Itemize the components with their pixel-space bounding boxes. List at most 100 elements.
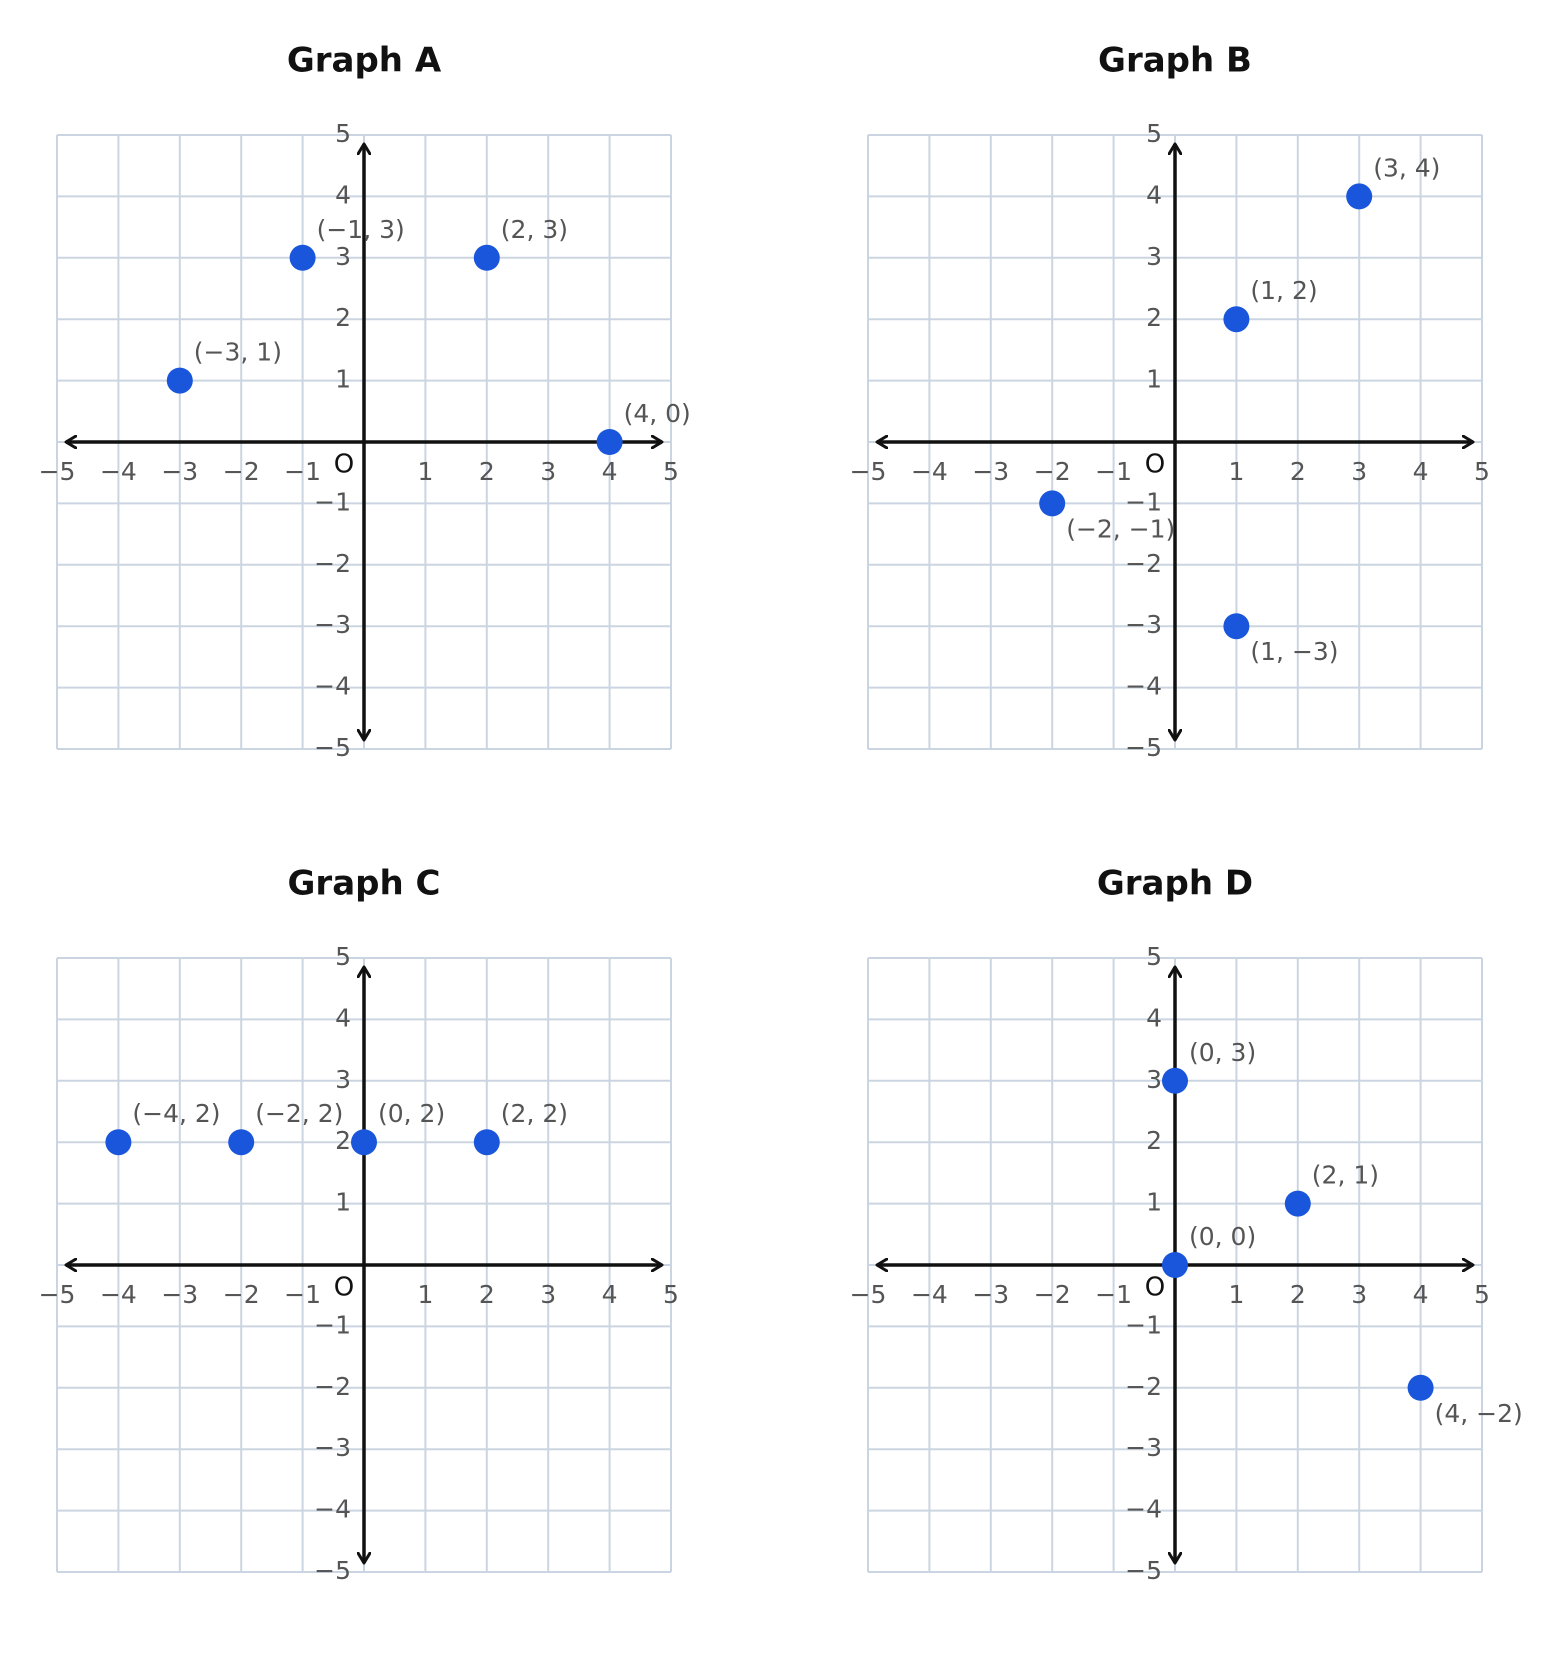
graph-c-title: Graph C	[288, 864, 441, 904]
graph-d-y-tick-label: −2	[1125, 1372, 1162, 1401]
graph-d-origin-label: O	[1145, 1273, 1165, 1303]
graph-d-y-tick-label: −1	[1125, 1310, 1162, 1339]
graph-d-x-tick-label: 4	[1413, 1280, 1429, 1309]
graph-c-x-tick-label: −2	[223, 1280, 260, 1309]
graph-c-data-point	[473, 1129, 500, 1156]
graph-a-x-tick-label: −4	[100, 457, 137, 486]
graph-a-point-label: (−3, 1)	[194, 338, 282, 367]
graph-b-x-tick-label: 2	[1290, 457, 1306, 486]
graph-a-y-tick-label: 3	[335, 242, 351, 271]
graph-c-point-label: (−2, 2)	[255, 1099, 343, 1128]
graph-b-data-point	[1223, 306, 1250, 333]
graph-b-x-tick-label: −1	[1095, 457, 1132, 486]
graph-b-x-tick-label: −2	[1034, 457, 1071, 486]
graph-b-x-tick-label: −4	[911, 457, 948, 486]
graph-a-title: Graph A	[287, 41, 442, 81]
graph-b-point-label: (3, 4)	[1373, 153, 1440, 182]
graph-a-point-label: (4, 0)	[624, 399, 691, 428]
graph-c-x-tick-label: −1	[284, 1280, 321, 1309]
graph-c-y-tick-label: −3	[314, 1433, 351, 1462]
graph-d-point-label: (0, 0)	[1189, 1222, 1256, 1251]
graph-a-y-tick-label: −3	[314, 610, 351, 639]
graph-b-y-tick-label: −2	[1125, 549, 1162, 578]
graph-c-x-tick-label: −5	[39, 1280, 76, 1309]
graph-c-point-label: (0, 2)	[378, 1099, 445, 1128]
graph-d-title: Graph D	[1097, 864, 1253, 904]
graph-c-x-tick-label: −4	[100, 1280, 137, 1309]
graph-c-y-tick-label: −2	[314, 1372, 351, 1401]
graph-d-y-tick-label: 3	[1146, 1065, 1162, 1094]
graph-d-data-point	[1162, 1252, 1188, 1278]
graph-d-data-point	[1162, 1067, 1188, 1094]
graph-c-x-tick-label: 3	[540, 1280, 556, 1309]
graph-c-x-tick-label: −3	[161, 1280, 198, 1309]
graph-b-x-tick-label: 3	[1351, 457, 1367, 486]
graph-a-y-tick-label: 1	[335, 365, 351, 394]
graph-d-y-tick-label: 2	[1146, 1126, 1162, 1155]
graph-a-data-point	[289, 244, 316, 271]
graph-d-point-label: (4, −2)	[1435, 1399, 1523, 1428]
graph-b-y-tick-label: −5	[1125, 733, 1162, 762]
graph-d-y-tick-label: 4	[1146, 1003, 1162, 1032]
graph-b-point-label: (−2, −1)	[1066, 514, 1175, 543]
graph-a-y-tick-label: 2	[335, 303, 351, 332]
graph-b-y-tick-label: 3	[1146, 242, 1162, 271]
graph-a-x-tick-label: 1	[417, 457, 433, 486]
graph-d-x-tick-label: 2	[1290, 1280, 1306, 1309]
graph-a-y-tick-label: −2	[314, 549, 351, 578]
graph-c-panel: Graph C −5 −4 −3 −2 −1 1 2 3 4 5 5 4 3 2 1 −1 −2 −3 −4 −5 O (−…	[39, 864, 679, 1586]
graph-d-x-tick-label: 5	[1474, 1280, 1490, 1309]
graph-a-y-tick-label: −5	[314, 733, 351, 762]
graph-b-x-tick-label: 1	[1228, 457, 1244, 486]
graph-d-y-tick-label: −3	[1125, 1433, 1162, 1462]
graph-b-x-tick-label: 5	[1474, 457, 1490, 486]
graph-b-origin-label: O	[1145, 450, 1165, 480]
graph-b-data-point	[1223, 613, 1250, 640]
graph-b-panel: Graph B −5 −4 −3 −2 −1 1 2 3 4 5 5 4 3 2 1 −1 −2 −3 −4 −5 O (3…	[850, 41, 1490, 763]
graph-c-x-tick-label: 2	[479, 1280, 495, 1309]
graph-b-point-label: (1, −3)	[1250, 637, 1338, 666]
graph-b-title: Graph B	[1098, 41, 1252, 81]
graph-a-y-tick-label: 5	[335, 119, 351, 148]
graph-b-x-tick-label: −3	[972, 457, 1009, 486]
graph-a-x-tick-label: 4	[602, 457, 618, 486]
graph-a-y-tick-label: −1	[314, 487, 351, 516]
graph-a-point-label: (2, 3)	[501, 215, 568, 244]
graph-a-data-point	[166, 367, 193, 394]
graph-b-x-tick-label: −5	[850, 457, 887, 486]
graph-c-data-point	[351, 1129, 377, 1156]
graph-a-y-tick-label: 4	[335, 180, 351, 209]
graph-c-point-label: (−4, 2)	[132, 1099, 220, 1128]
graph-b-data-point	[1346, 183, 1373, 210]
graph-b-y-tick-label: −4	[1125, 672, 1162, 701]
graph-d-panel: Graph D −5 −4 −3 −2 −1 1 2 3 4 5 5 4 3 2 1 −1 −2 −3 −4 −5 O (0…	[850, 864, 1523, 1586]
graph-c-y-tick-label: −4	[314, 1495, 351, 1524]
graph-b-x-tick-label: 4	[1413, 457, 1429, 486]
graph-b-y-tick-label: 1	[1146, 365, 1162, 394]
graph-b-y-tick-label: 4	[1146, 180, 1162, 209]
graph-a-x-tick-label: 2	[479, 457, 495, 486]
graph-d-data-point	[1407, 1374, 1434, 1401]
graph-c-y-tick-label: −1	[314, 1310, 351, 1339]
graph-c-y-tick-label: 3	[335, 1065, 351, 1094]
graph-a-x-tick-label: −5	[39, 457, 76, 486]
graph-a-x-tick-label: 5	[663, 457, 679, 486]
graph-a-origin-label: O	[334, 450, 354, 480]
graph-a-data-point	[473, 244, 500, 271]
graph-d-x-tick-label: −4	[911, 1280, 948, 1309]
graph-d-y-tick-label: −5	[1125, 1556, 1162, 1585]
graph-d-y-tick-label: 1	[1146, 1188, 1162, 1217]
graph-a-x-tick-label: −3	[161, 457, 198, 486]
graph-d-x-tick-label: −2	[1034, 1280, 1071, 1309]
graph-d-x-tick-label: −3	[972, 1280, 1009, 1309]
graph-d-y-tick-label: −4	[1125, 1495, 1162, 1524]
graph-c-x-tick-label: 5	[663, 1280, 679, 1309]
graph-d-point-label: (2, 1)	[1312, 1161, 1379, 1190]
graph-b-y-tick-label: −1	[1125, 487, 1162, 516]
graph-c-y-tick-label: 5	[335, 942, 351, 971]
graph-c-x-tick-label: 1	[417, 1280, 433, 1309]
graph-d-x-tick-label: −5	[850, 1280, 887, 1309]
graph-a-x-tick-label: −2	[223, 457, 260, 486]
